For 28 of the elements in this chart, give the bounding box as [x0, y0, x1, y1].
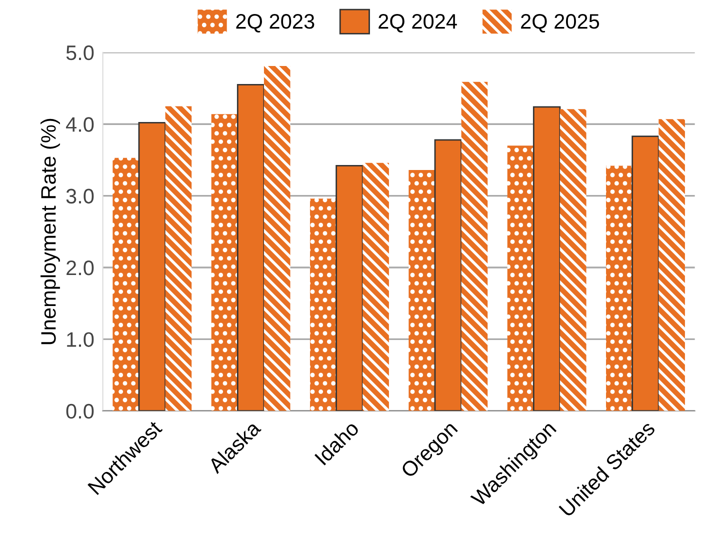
bar: [165, 106, 192, 411]
bar: [112, 158, 139, 411]
y-tick-label: 5.0: [66, 45, 94, 60]
y-tick-label: 1.0: [67, 332, 94, 347]
legend-label: 2Q 2024: [378, 14, 457, 33]
bar: [236, 84, 265, 411]
bar: [532, 106, 561, 411]
bar: [434, 139, 462, 411]
bar: [211, 114, 238, 411]
y-tick-label: 0.0: [66, 404, 94, 419]
y-tick-label: 2.0: [66, 260, 94, 276]
y-tick-label: 3.0: [66, 188, 94, 204]
bar: [658, 119, 685, 411]
legend-label: 2Q 2025: [521, 14, 600, 33]
y-tick-label: 4.0: [66, 117, 94, 132]
bar: [408, 170, 435, 411]
bar: [336, 165, 364, 411]
bar: [310, 198, 336, 411]
bar: [138, 122, 166, 411]
bar: [461, 82, 488, 411]
bar: [632, 136, 660, 411]
bar: [560, 109, 586, 411]
legend-label: 2Q 2023: [236, 14, 314, 33]
bar: [606, 166, 632, 411]
bar: [362, 162, 389, 411]
bar: [507, 146, 534, 411]
y-axis-title: Unemployment Rate (%): [40, 118, 60, 344]
bar: [264, 66, 290, 411]
